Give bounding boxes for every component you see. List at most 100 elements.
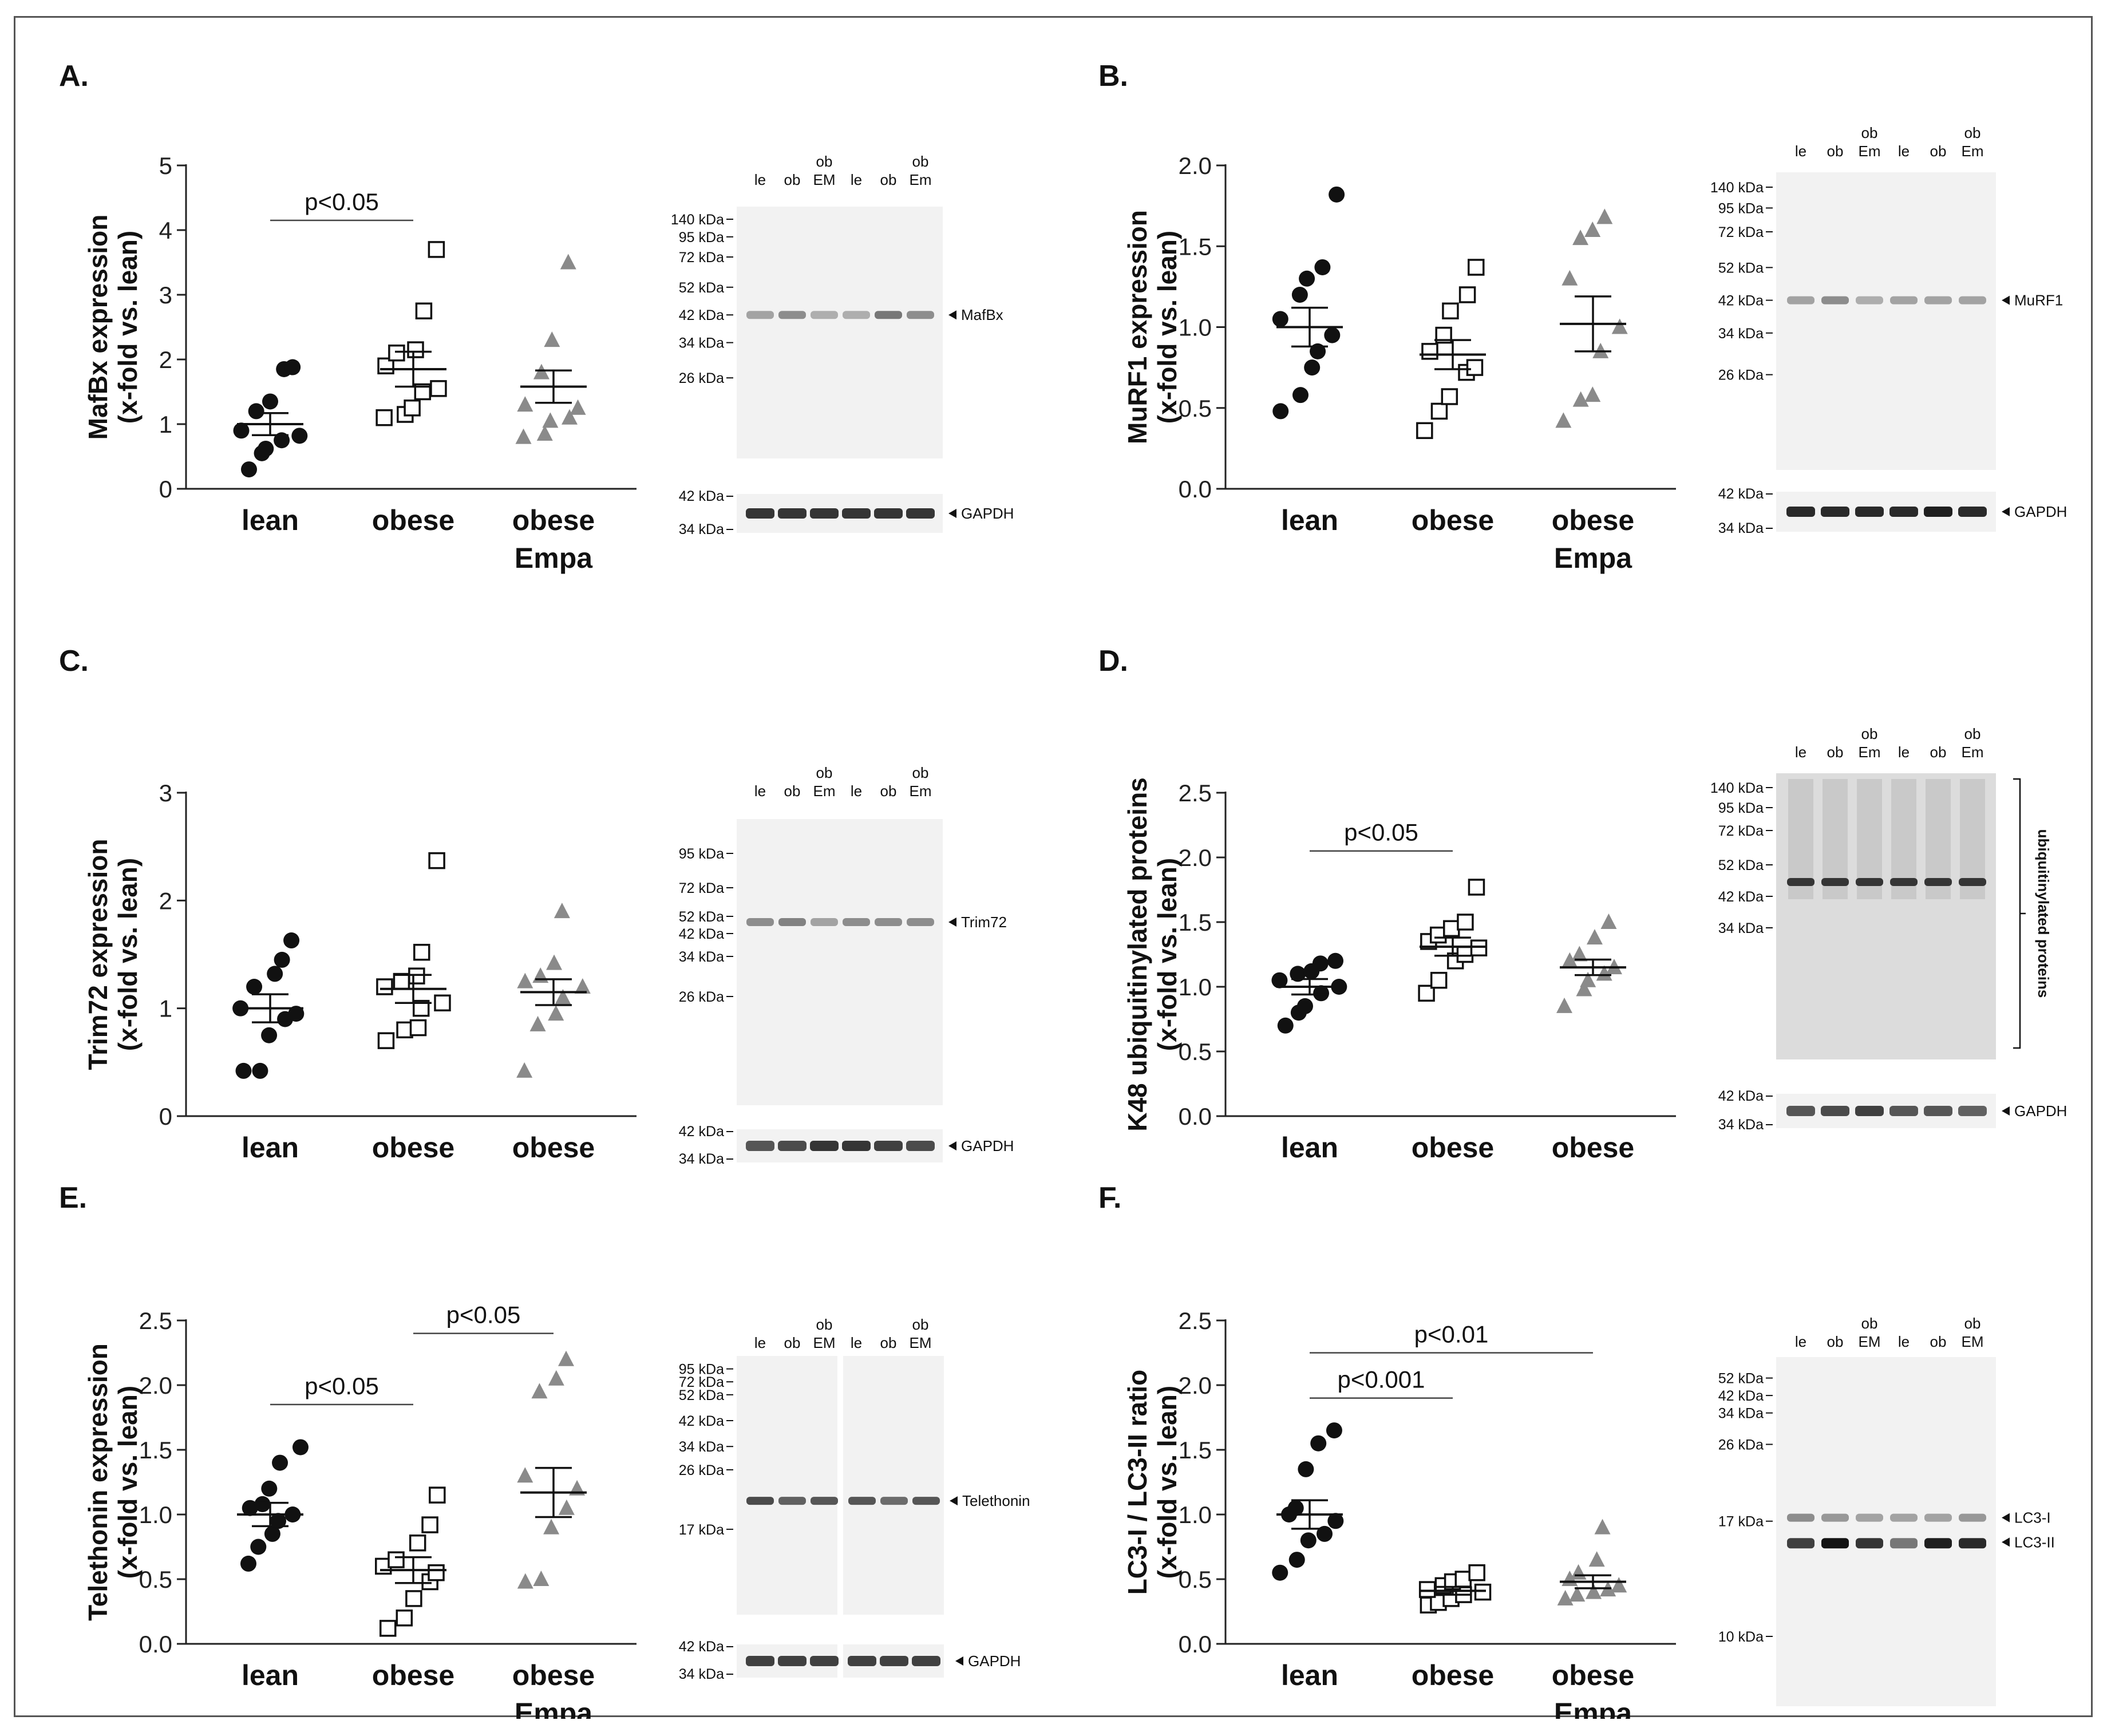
data-point	[532, 967, 549, 983]
data-point	[1584, 222, 1601, 237]
data-point	[429, 1486, 446, 1504]
data-point	[558, 1499, 575, 1515]
y-tick-label: 2	[159, 887, 172, 914]
data-point	[261, 1480, 278, 1497]
data-point	[1272, 311, 1288, 327]
data-point	[261, 1027, 278, 1043]
data-point	[1588, 1551, 1605, 1567]
y-tick-label: 2.5	[1179, 780, 1212, 806]
protein-band	[1959, 1538, 1986, 1549]
bracket	[2013, 778, 2026, 1049]
panel-label-c: C.	[59, 644, 89, 678]
mw-marker-label: 10 kDa	[1718, 1629, 1764, 1645]
bracket-label: ubiquitinylated proteins	[2035, 829, 2052, 998]
mw-marker-label: 34 kDa	[1718, 920, 1764, 936]
loading-band	[1786, 507, 1815, 517]
y-tick-label: 5	[159, 152, 172, 179]
data-point	[1288, 1552, 1305, 1568]
y-tick-label: 1	[159, 411, 172, 438]
significance-label: p<0.05	[305, 188, 379, 215]
data-point	[1416, 422, 1433, 440]
protein-band	[907, 311, 934, 319]
mw-marker-label: 34 kDa	[1718, 326, 1764, 342]
y-tick-label: 0.0	[1179, 1631, 1212, 1658]
protein-band	[1787, 1513, 1814, 1522]
loading-band	[912, 1656, 940, 1666]
protein-band	[778, 918, 806, 926]
data-point	[248, 403, 264, 420]
protein-band	[778, 311, 806, 319]
data-point	[258, 440, 274, 457]
data-point	[560, 254, 576, 270]
x-category-label: obese	[372, 1132, 455, 1164]
data-point	[1576, 980, 1592, 996]
data-point	[274, 951, 290, 968]
loading-band	[874, 508, 903, 519]
protein-band	[1856, 1538, 1883, 1549]
y-tick-label: 3	[159, 282, 172, 309]
data-point	[388, 1551, 405, 1568]
panel-a: A. 0 1 2 3 4 5 MafBx expression (x-fold vs. lea…	[15, 18, 1055, 642]
y-tick-label: 0.5	[1179, 1566, 1212, 1593]
y-tick-label: 0.5	[1179, 395, 1212, 422]
mw-marker-label: 34 kDa	[679, 1666, 724, 1682]
mw-marker-label: 26 kDa	[679, 370, 724, 386]
data-point	[1586, 1583, 1602, 1599]
y-tick-label: 0	[159, 1103, 172, 1130]
data-point	[375, 409, 393, 426]
protein-band	[880, 1497, 908, 1505]
y-tick-label: 0	[159, 476, 172, 503]
data-point	[1277, 1017, 1294, 1034]
loading-band	[746, 1656, 774, 1666]
lane-label: ob	[1964, 1315, 1981, 1332]
protein-band	[912, 1497, 940, 1505]
lane-label: Em	[910, 171, 932, 188]
loading-band	[778, 508, 807, 519]
data-point	[1421, 343, 1438, 360]
protein-band	[746, 311, 774, 319]
data-point	[270, 1513, 287, 1529]
mw-marker-label: 34 kDa	[679, 521, 724, 537]
data-point	[516, 1062, 533, 1078]
mw-marker-label: 52 kDa	[679, 280, 724, 296]
loading-band	[810, 1141, 839, 1151]
y-tick-label: 2.5	[139, 1307, 172, 1334]
data-point	[288, 1006, 305, 1022]
data-point	[413, 943, 430, 961]
panel-label-e: E.	[59, 1181, 88, 1215]
loading-band	[842, 1141, 871, 1151]
data-point	[533, 363, 550, 379]
protein-band	[843, 918, 870, 926]
mw-marker-label: 34 kDa	[1718, 520, 1764, 536]
data-point	[407, 341, 424, 358]
panel-label-a: A.	[59, 60, 89, 93]
data-point	[517, 1467, 533, 1483]
protein-band	[875, 918, 902, 926]
loading-band	[1889, 507, 1918, 517]
lane-label: Em	[813, 782, 836, 800]
data-point	[393, 972, 410, 990]
y-tick-label: 1.5	[1179, 1437, 1212, 1464]
y-axis-label: Trim72 expression	[83, 839, 113, 1070]
y-tick-label: 1.0	[139, 1501, 172, 1528]
loading-band	[778, 1656, 807, 1666]
lane-label: le	[1898, 744, 1910, 761]
data-point	[428, 852, 445, 869]
lane-label: EM	[813, 1334, 836, 1351]
gel-membrane	[1776, 172, 1996, 470]
mw-marker-label: 52 kDa	[1718, 260, 1764, 276]
data-point	[404, 400, 421, 417]
data-point	[1430, 971, 1448, 989]
data-point	[1324, 327, 1341, 343]
protein-band	[1856, 296, 1883, 305]
significance-label: p<0.05	[446, 1302, 521, 1328]
lane-label: ob	[912, 1316, 929, 1333]
y-tick-label: 1.5	[139, 1437, 172, 1464]
panel-c: C. 0 1 2 3 Trim72 expression (x-fold vs. lean…	[15, 642, 1055, 1174]
significance-label: p<0.01	[1414, 1321, 1489, 1348]
data-point	[292, 1439, 309, 1456]
loading-band	[906, 1141, 935, 1151]
loading-band	[880, 1656, 908, 1666]
protein-band	[1856, 1513, 1883, 1522]
